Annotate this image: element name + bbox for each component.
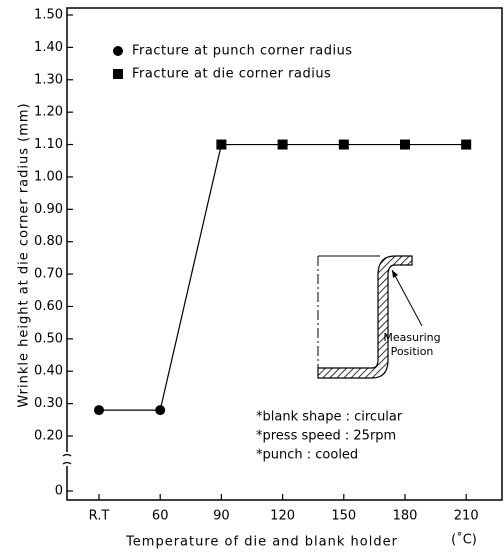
y-axis-label: Wrinkle height at die corner radius (mm) — [17, 102, 32, 407]
y-tick-label: 1.00 — [34, 169, 63, 184]
legend-marker — [113, 46, 123, 56]
plot-frame — [66, 7, 503, 501]
marker-square — [338, 139, 349, 150]
y-tick-label: 0.60 — [34, 299, 63, 314]
x-tick-label: 60 — [152, 509, 169, 524]
marker-square — [216, 139, 227, 150]
x-tick-label: 180 — [393, 509, 418, 524]
y-tick-label: 1.10 — [34, 137, 63, 152]
y-tick-label: 1.40 — [34, 40, 63, 55]
y-tick-label: 1.20 — [34, 105, 63, 120]
connector-line — [159, 144, 222, 411]
x-tick-label: 120 — [270, 509, 295, 524]
inset-label: Position — [391, 345, 434, 358]
y-tick-label: 1.50 — [34, 8, 63, 23]
inset-diagram — [317, 255, 423, 379]
annotation: *blank shape : circular — [256, 410, 403, 425]
y-tick-label: 0.50 — [34, 331, 63, 346]
legend-label: Fracture at die corner radius — [132, 67, 331, 82]
y-tick-label: 0.70 — [34, 267, 63, 282]
x-tick-label: 210 — [454, 509, 479, 524]
y-tick-label: 1.30 — [34, 72, 63, 87]
marker-square — [400, 139, 410, 150]
annotation: *punch : cooled — [256, 448, 358, 463]
y-tick-label: 0.20 — [34, 429, 63, 444]
y-tick-label: 0.40 — [34, 364, 63, 379]
annotation: *press speed : 25rpm — [256, 429, 396, 444]
axis-break — [62, 453, 72, 465]
y-tick-label: 0 — [55, 484, 63, 499]
y-tick-label: 0.30 — [34, 396, 63, 411]
x-tick-label: 150 — [331, 509, 356, 524]
marker-circle — [94, 405, 104, 416]
inset-label: Measuring — [383, 331, 440, 344]
legend-marker — [113, 69, 123, 79]
marker-square — [461, 139, 472, 150]
y-tick-label: 0.90 — [34, 202, 63, 217]
y-tick-label: 0.80 — [34, 234, 63, 249]
x-axis-unit: (˚C) — [451, 532, 477, 548]
x-tick-label: 90 — [213, 509, 230, 524]
marker-square — [277, 139, 288, 150]
x-axis-label: Temperature of die and blank holder — [125, 535, 398, 550]
legend-label: Fracture at punch corner radius — [132, 44, 353, 59]
x-tick-label: R.T — [89, 509, 110, 524]
